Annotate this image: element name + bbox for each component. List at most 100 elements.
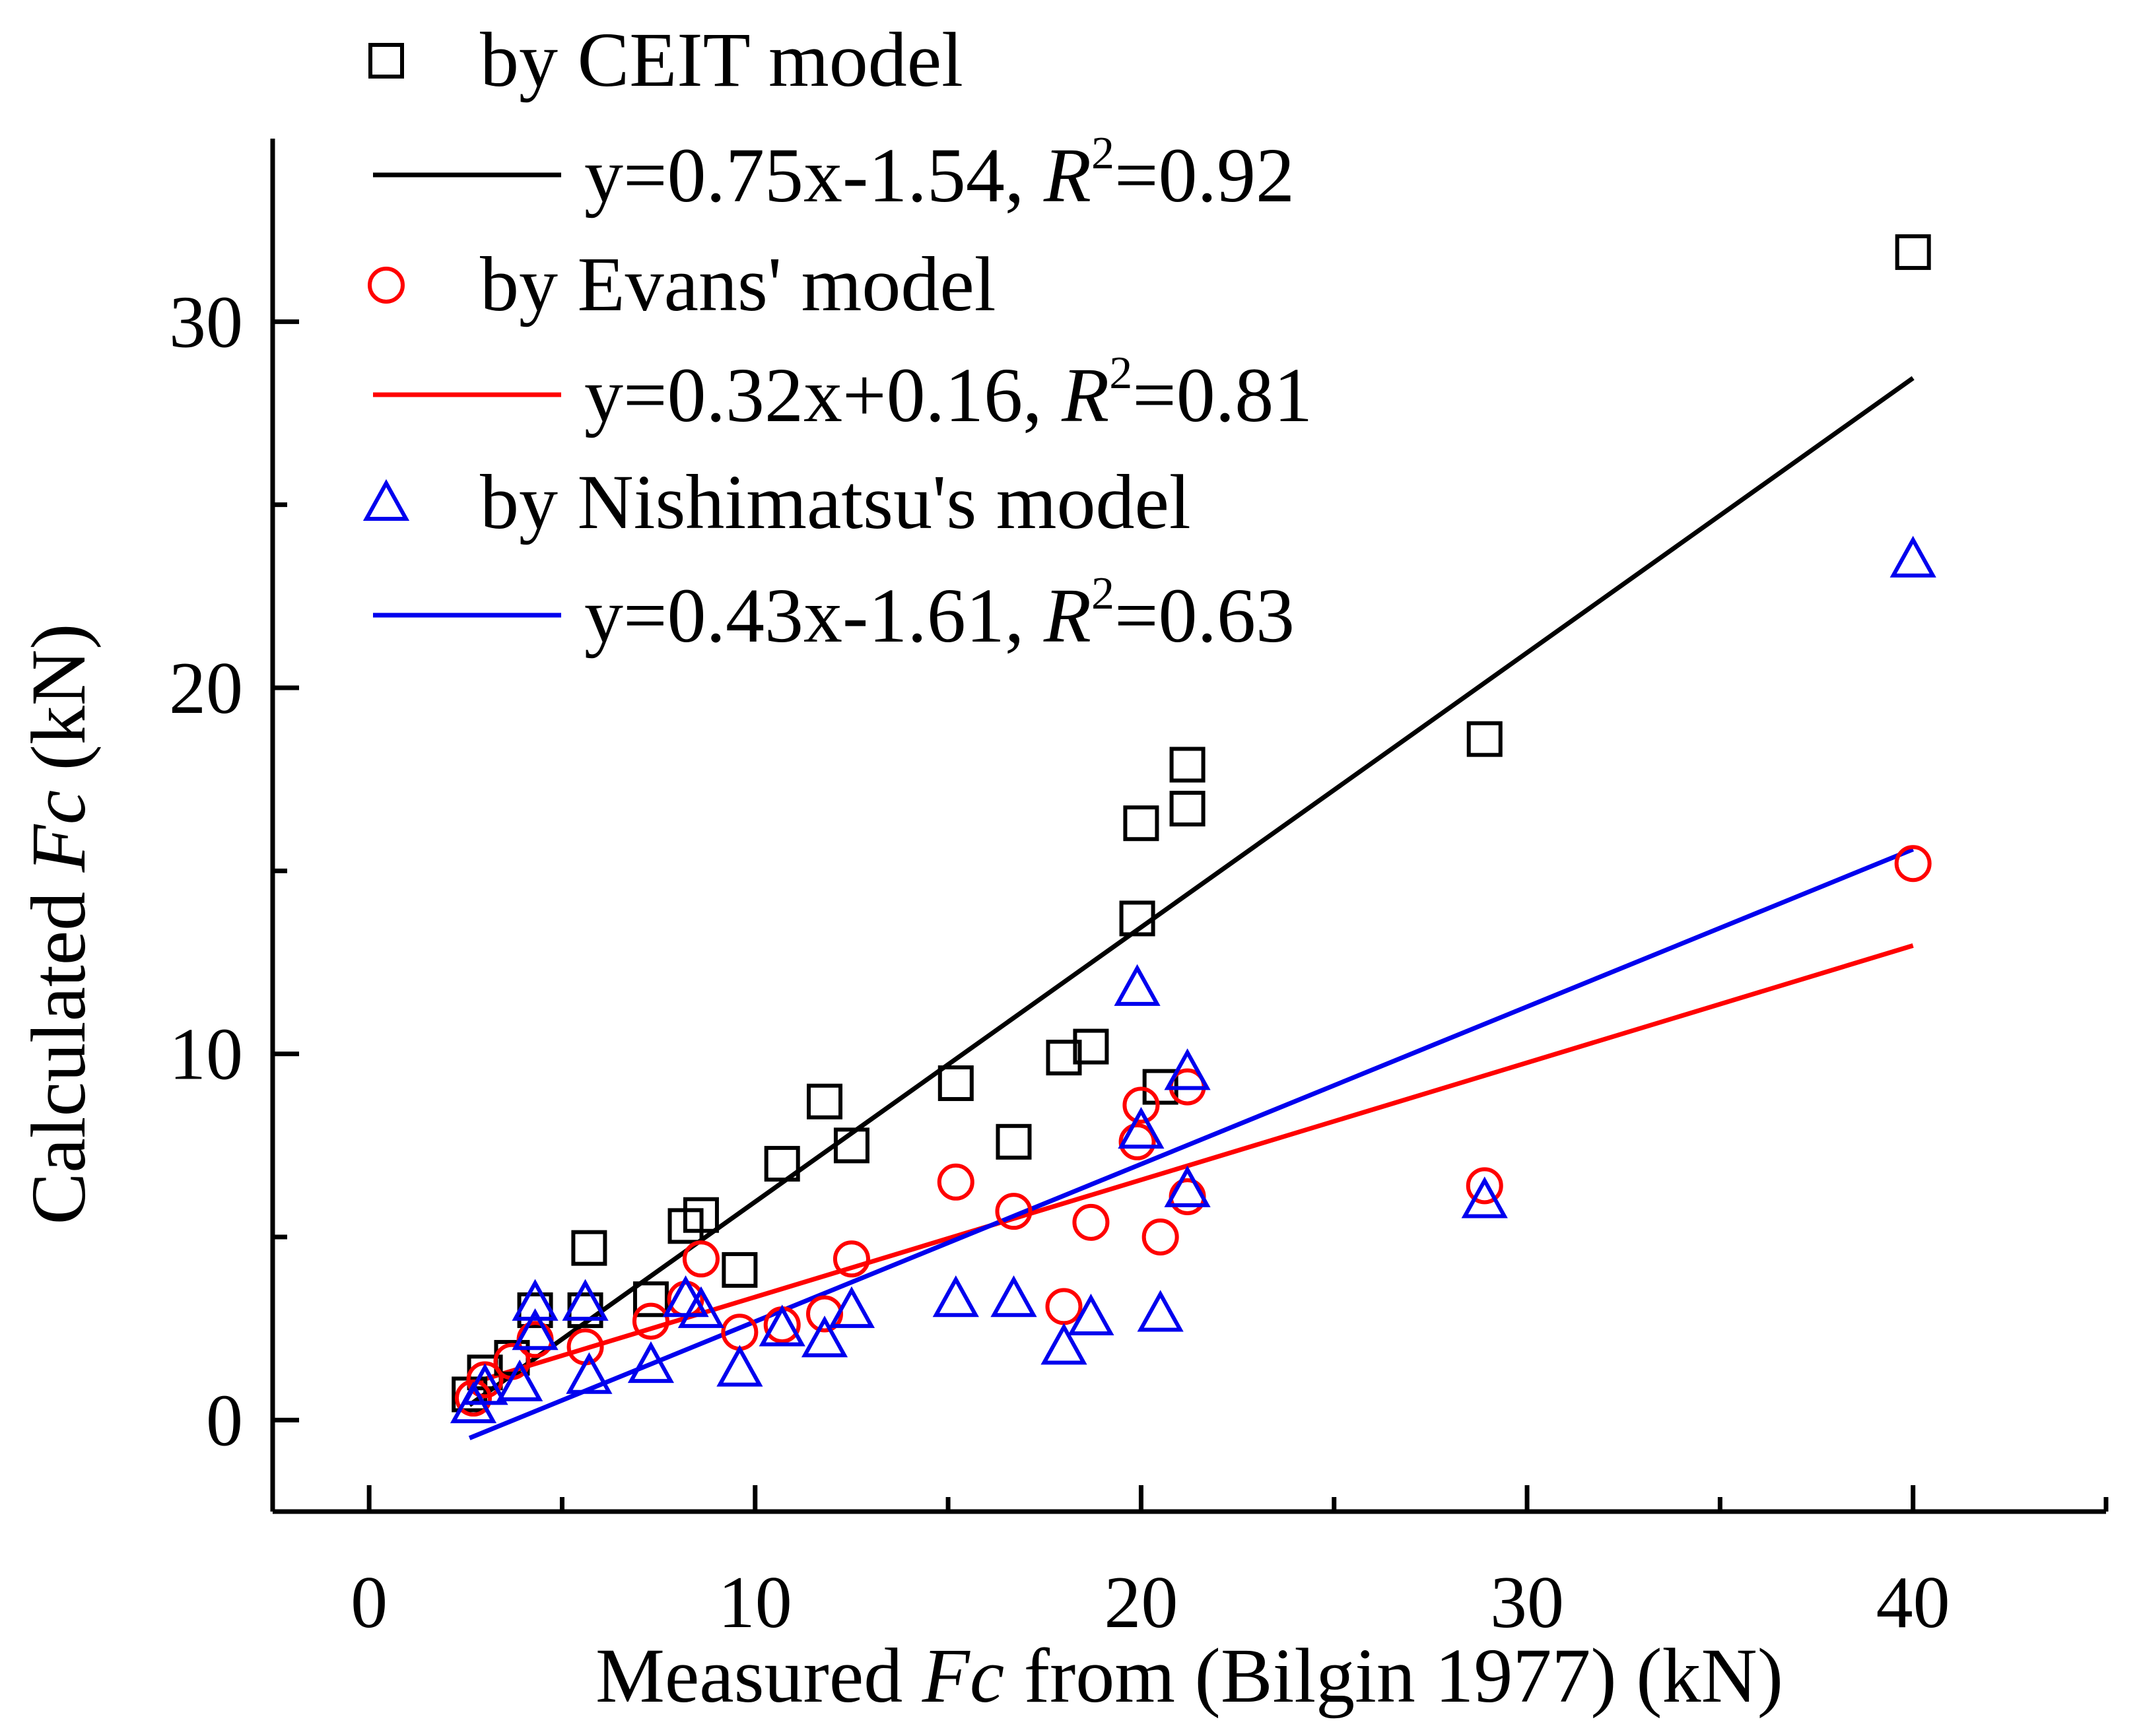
legend-fit-label-2: y=0.32x+0.16, R2=0.81 (584, 348, 1312, 438)
data-point-circle (833, 1240, 870, 1278)
data-point-circle (763, 1306, 801, 1344)
data-point-circle (1045, 1288, 1083, 1325)
data-point-triangle (1114, 964, 1161, 1006)
data-point-triangle (512, 1308, 559, 1351)
x-axis-title-prefix: Measured (595, 1632, 922, 1719)
data-point-triangle (461, 1363, 508, 1405)
data-point-square (1895, 234, 1931, 270)
fit-equation: y=0.32x+0.16, (584, 352, 1062, 438)
data-point-square (1466, 721, 1503, 757)
data-point-triangle (990, 1275, 1037, 1318)
data-point-square (683, 1197, 719, 1233)
x-axis-title-suffix: from (Bilgin 1977) (kN) (1004, 1632, 1783, 1719)
data-point-circle (1141, 1219, 1179, 1255)
legend-label-circle: by Evans' model (480, 241, 996, 327)
data-point-square (996, 1123, 1032, 1160)
data-point-square (1169, 747, 1206, 783)
data-point-triangle (566, 1352, 613, 1394)
y-axis-title: Calculated Fc (kN) (15, 624, 102, 1225)
series-triangle-points (450, 535, 1936, 1424)
data-point-triangle (677, 1286, 725, 1328)
fit-equation: y=0.75x-1.54, (584, 132, 1044, 218)
x-tick-label: 0 (351, 1562, 388, 1644)
legend-fit-label-3: y=0.43x-1.61, R2=0.63 (584, 568, 1295, 659)
data-point-circle (682, 1240, 720, 1278)
data-point-square (1169, 791, 1206, 827)
data-point-circle (1118, 1123, 1156, 1160)
r-value: =0.63 (1114, 572, 1295, 659)
x-tick-label: 40 (1876, 1562, 1950, 1644)
data-point-circle (995, 1193, 1033, 1230)
legend-label-square: by CEIT model (480, 17, 963, 103)
data-point-circle (1466, 1167, 1503, 1205)
data-point-square (807, 1083, 843, 1119)
markers (450, 234, 1936, 1424)
r-superscript: 2 (1109, 348, 1132, 399)
r-superscript: 2 (1091, 128, 1114, 179)
data-point-square (1073, 1028, 1109, 1065)
data-point-triangle (1461, 1176, 1508, 1219)
data-point-triangle (1040, 1323, 1087, 1365)
x-axis-title: Measured Fc from (Bilgin 1977) (kN) (595, 1632, 1783, 1719)
data-point-triangle (716, 1345, 763, 1387)
data-point-triangle (1164, 1165, 1211, 1207)
x-tick-label: 20 (1104, 1562, 1178, 1644)
r-value: =0.92 (1114, 132, 1295, 218)
y-tick-label: 20 (169, 648, 243, 729)
data-point-triangle (496, 1359, 543, 1401)
data-point-circle (632, 1302, 669, 1340)
data-point-triangle (828, 1286, 875, 1328)
data-point-triangle (1118, 1106, 1165, 1149)
data-point-triangle (1137, 1290, 1184, 1332)
fit-line-3 (468, 847, 1915, 1440)
legend-label-triangle: by Nishimatsu's model (480, 459, 1191, 545)
data-point-triangle (627, 1341, 675, 1384)
legend-symbol-triangle (362, 479, 410, 521)
data-point-triangle (932, 1275, 979, 1318)
y-axis-title-suffix: (kN) (15, 624, 102, 790)
data-point-square (632, 1281, 669, 1318)
data-point-square (937, 1065, 974, 1102)
data-point-circle (1072, 1203, 1110, 1241)
data-point-square (833, 1127, 869, 1164)
fit-line-1 (468, 376, 1915, 1407)
data-point-triangle (801, 1316, 848, 1358)
data-point-circle (1894, 845, 1932, 883)
r-symbol: R (1043, 572, 1091, 659)
r-value: =0.81 (1132, 352, 1312, 438)
y-tick-label: 0 (206, 1380, 243, 1461)
data-point-triangle (759, 1304, 805, 1347)
data-point-circle (937, 1163, 974, 1201)
fit-equation: y=0.43x-1.61, (584, 572, 1044, 659)
r-symbol: R (1061, 352, 1109, 438)
fit-line-2 (469, 943, 1914, 1386)
data-point-square (1046, 1040, 1082, 1076)
x-tick-label: 10 (718, 1562, 792, 1644)
data-point-circle (1122, 1086, 1160, 1124)
y-tick-label: 30 (169, 281, 243, 363)
fit-lines (468, 376, 1915, 1440)
data-point-square (1123, 805, 1159, 842)
y-axis-title-prefix: Calculated (15, 872, 102, 1224)
data-point-square (722, 1252, 758, 1288)
data-point-triangle (562, 1279, 609, 1321)
data-point-square (571, 1230, 607, 1266)
data-point-triangle (1889, 535, 1936, 578)
legend-symbol-square (368, 43, 404, 79)
data-point-triangle (1164, 1048, 1211, 1090)
x-tick-label: 30 (1490, 1562, 1564, 1644)
r-superscript: 2 (1091, 568, 1114, 619)
r-symbol: R (1043, 132, 1091, 218)
legend-symbol-circle (368, 267, 405, 304)
data-point-square (1119, 900, 1155, 937)
y-axis-title-italic: Fc (15, 790, 102, 873)
data-point-triangle (512, 1279, 559, 1321)
y-tick-label: 10 (169, 1014, 243, 1096)
x-axis-title-italic: Fc (922, 1632, 1004, 1719)
data-point-triangle (1068, 1293, 1114, 1336)
data-point-circle (1169, 1178, 1206, 1215)
data-point-square (764, 1146, 800, 1182)
